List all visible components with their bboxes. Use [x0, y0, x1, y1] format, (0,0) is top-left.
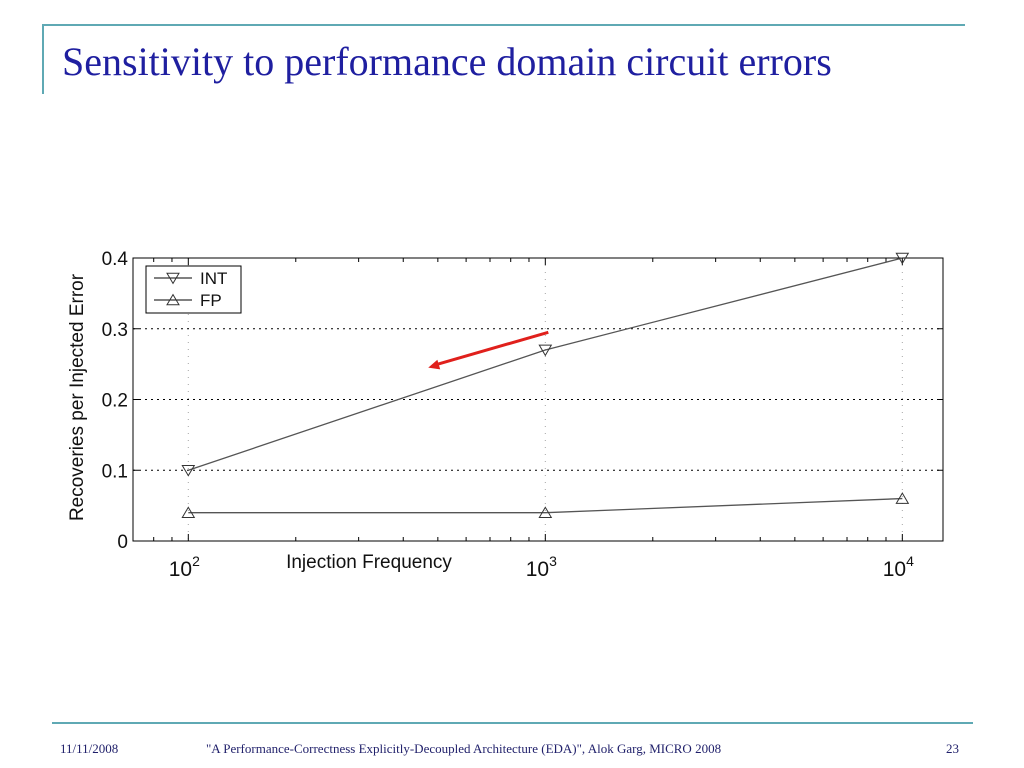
y-tick-label: 0.4	[102, 249, 129, 270]
point-fp	[181, 506, 196, 518]
x-axis-label: Injection Frequency	[286, 552, 452, 573]
legend-label-int: INT	[200, 269, 227, 288]
point-fp	[895, 492, 910, 504]
y-axis-label: Recoveries per Injected Error	[67, 273, 88, 521]
legend-label-fp: FP	[200, 291, 222, 310]
point-int	[181, 464, 196, 477]
x-tick-label: 103	[526, 553, 557, 581]
legend-box	[145, 265, 242, 314]
chart-grid	[133, 257, 943, 541]
series-line-fp	[188, 497, 903, 514]
chart-ticks: 0 0.1 0.2 0.3 0.4 102 103 104	[102, 249, 943, 581]
chart-annotations	[428, 330, 549, 370]
title-rule-vertical	[42, 24, 44, 94]
point-fp	[538, 506, 553, 518]
annotation-arrow-shaft	[433, 330, 549, 367]
y-tick-label: 0.3	[102, 320, 128, 341]
y-tick-label: 0.1	[102, 461, 128, 482]
footer-rule	[52, 722, 973, 724]
point-int	[895, 252, 910, 265]
x-tick-label: 104	[883, 553, 914, 581]
chart-series	[181, 252, 910, 518]
footer-page-number: 23	[946, 741, 959, 756]
footer-citation: "A Performance-Correctness Explicitly-De…	[206, 741, 722, 756]
point-int	[538, 344, 553, 357]
footer-date: 11/11/2008	[60, 741, 119, 756]
chart-legend: INT FP	[145, 265, 242, 314]
legend-marker-int	[166, 272, 180, 285]
y-tick-label: 0	[117, 532, 128, 553]
annotation-arrow-head	[428, 359, 441, 370]
slide-title: Sensitivity to performance domain circui…	[62, 39, 832, 84]
title-rule-horizontal	[42, 24, 965, 26]
x-tick-label: 102	[169, 553, 200, 581]
series-line-int	[188, 257, 903, 471]
legend-marker-fp	[166, 293, 180, 306]
y-tick-label: 0.2	[102, 391, 128, 412]
